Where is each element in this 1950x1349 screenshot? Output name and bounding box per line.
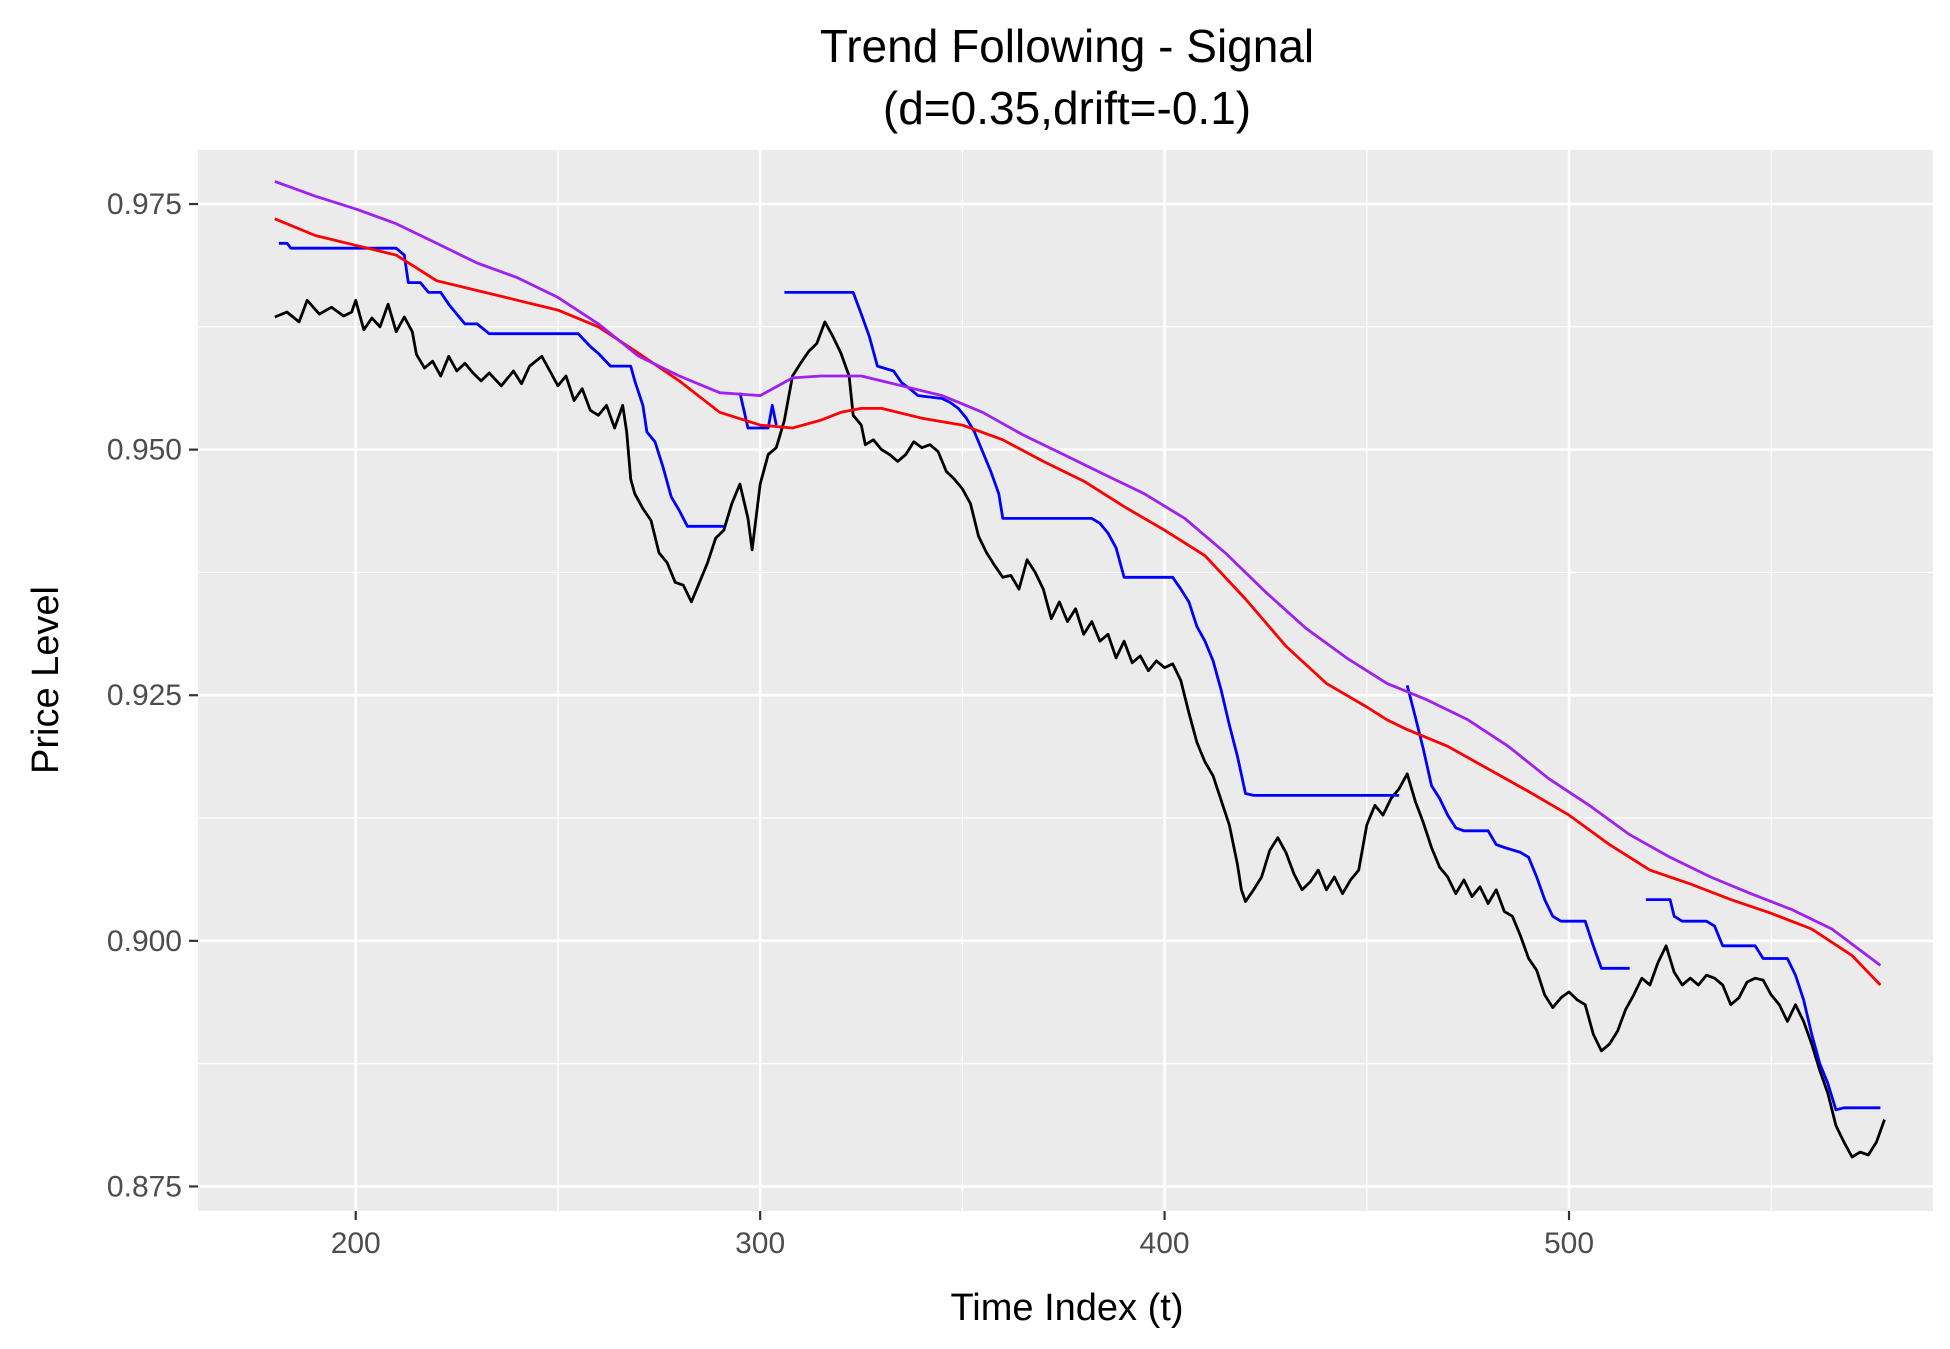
x-tick-label: 400 <box>1140 1227 1190 1260</box>
x-axis-label: Time Index (t) <box>951 1287 1184 1329</box>
y-tick-label: 0.925 <box>107 679 182 712</box>
series-line-1-segment-4 <box>1645 898 1881 1112</box>
grid-lines <box>198 150 1933 1211</box>
y-tick-label: 0.900 <box>107 925 182 958</box>
series-line-0-segment-0 <box>274 298 1886 1159</box>
plot-panel <box>198 150 1933 1211</box>
chart-title: Trend Following - Signal <box>820 20 1314 72</box>
series-line-3-segment-0 <box>274 180 1882 967</box>
y-tick-label: 0.950 <box>107 434 182 467</box>
y-tick-label: 0.975 <box>107 188 182 221</box>
x-tick-label: 500 <box>1544 1227 1594 1260</box>
series-line-2-segment-0 <box>274 217 1882 986</box>
series-line-1-segment-1 <box>738 392 778 430</box>
series-line-1-segment-2 <box>784 290 1400 797</box>
y-axis-label: Price Level <box>25 586 67 774</box>
x-tick-label: 300 <box>735 1227 785 1260</box>
series-line-1-segment-0 <box>278 241 724 528</box>
axis-ticks: 200 300 400 500 0.875 0.900 0.925 0.950 0.975 <box>107 188 1594 1260</box>
y-tick-label: 0.875 <box>107 1170 182 1203</box>
series-line-1-segment-3 <box>1405 685 1630 970</box>
series-lines <box>274 180 1886 1159</box>
chart-subtitle: (d=0.35,drift=-0.1) <box>883 82 1251 134</box>
x-tick-label: 200 <box>331 1227 381 1260</box>
